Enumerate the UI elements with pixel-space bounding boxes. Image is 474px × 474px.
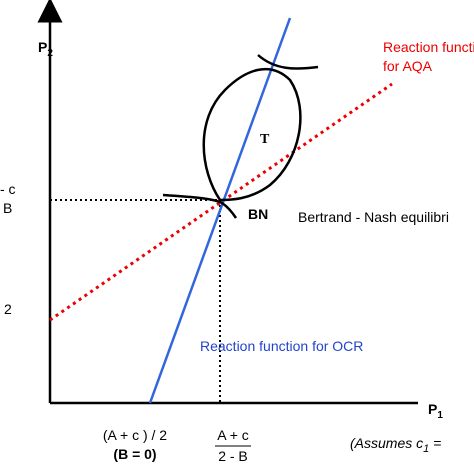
aqa-label: for AQA: [383, 58, 433, 74]
t-label: T: [260, 132, 270, 147]
isoprofit-curve: [162, 193, 238, 219]
aqa-label: Reaction functi: [383, 39, 474, 55]
x-axis-label: P1: [428, 401, 443, 421]
label-part: 1: [423, 443, 429, 455]
left-label: 2: [4, 301, 12, 317]
label-part: P: [428, 401, 437, 417]
left-label: B: [3, 200, 12, 216]
label-part: 2: [47, 48, 53, 59]
bottom-label: (B = 0): [113, 446, 156, 462]
isoprofit-curve: [257, 54, 319, 70]
equilibrium-label: Bertrand - Nash equilibri: [298, 209, 449, 225]
assumes-note: (Assumes c1 =: [350, 435, 441, 455]
t-region: [202, 67, 302, 202]
bn-label: BN: [248, 206, 268, 222]
label-part: P: [38, 39, 47, 55]
label-part: (Assumes c: [350, 435, 423, 451]
y-axis-label: P2: [38, 39, 53, 59]
ocr-reaction-line: [148, 17, 292, 404]
ocr-label: Reaction function for OCR: [200, 338, 363, 354]
label-part: 1: [437, 410, 443, 421]
label-part: =: [429, 435, 441, 451]
bottom-label: (A + c ) / 2: [103, 427, 167, 443]
bottom-label: 2 - B: [218, 448, 248, 464]
bottom-label: A + c: [217, 427, 249, 443]
left-label: - c: [0, 181, 16, 197]
